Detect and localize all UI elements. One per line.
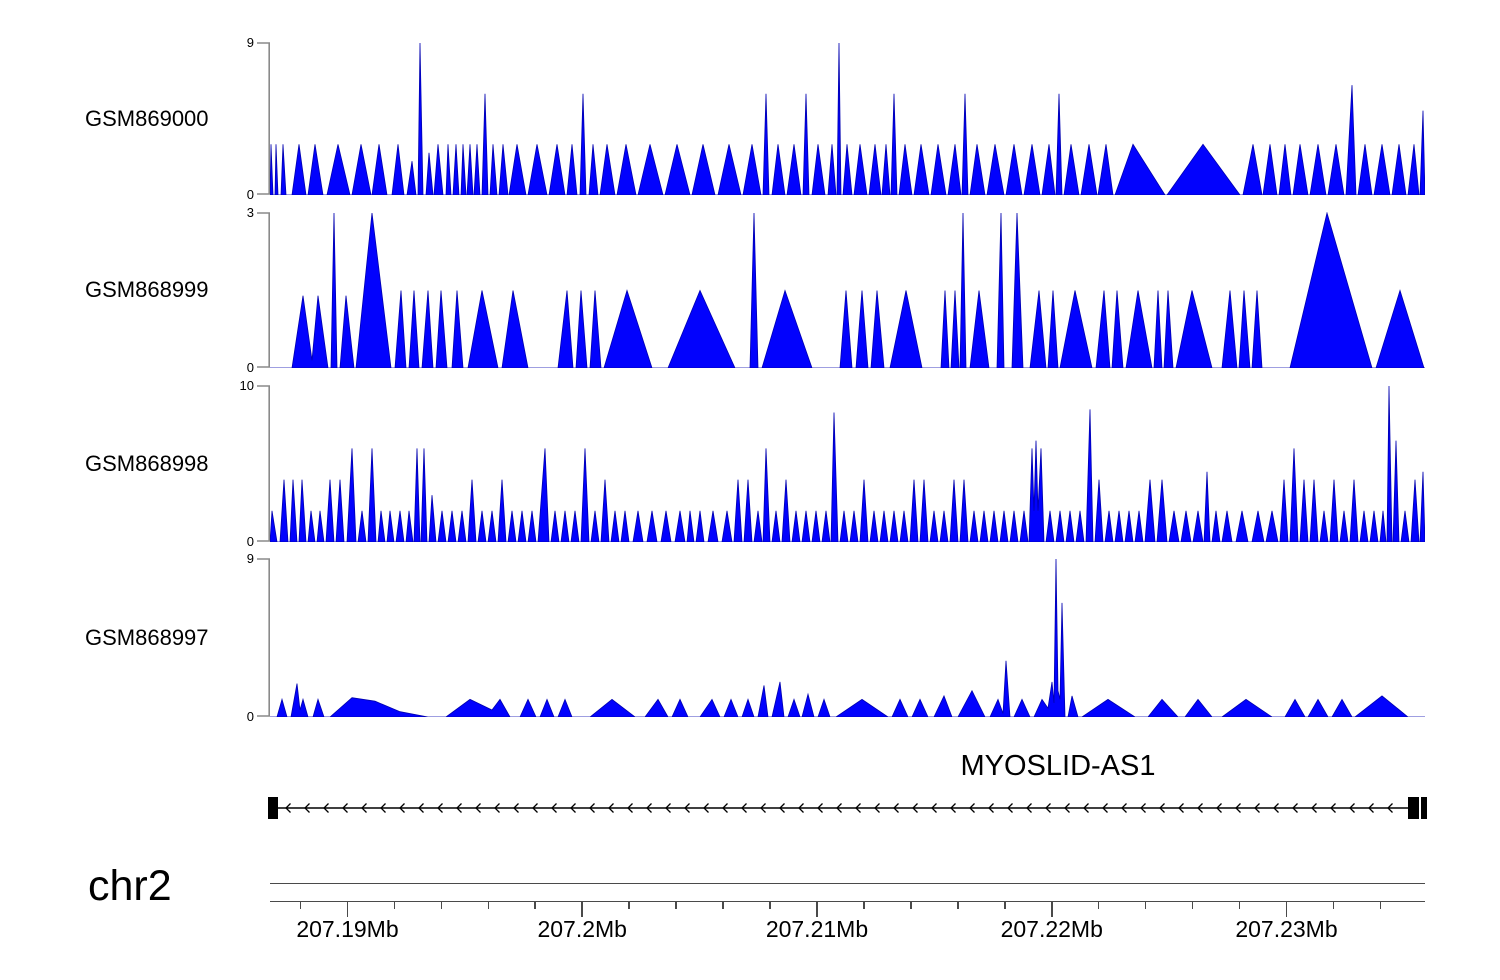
y-axis-bracket <box>257 385 270 542</box>
y-axis-bracket <box>257 212 270 368</box>
signal-area-plot <box>270 558 1425 717</box>
gene-name-label: MYOSLID-AS1 <box>960 750 1156 782</box>
axis-minor-tick <box>1144 901 1147 909</box>
chromosome-label: chr2 <box>88 862 172 910</box>
track-label: GSM868998 <box>85 450 209 476</box>
axis-tick-label: 207.22Mb <box>1000 916 1103 942</box>
axis-minor-tick <box>910 901 912 909</box>
data-track-gsm868997: GSM868997 9 0 <box>85 551 1425 724</box>
axis-minor-tick <box>487 901 490 909</box>
genome-axis-tick-line <box>270 901 1425 902</box>
axis-minor-tick <box>534 901 537 909</box>
signal-area-plot <box>270 385 1425 542</box>
axis-minor-tick <box>1097 901 1100 909</box>
signal-area-plot <box>270 212 1425 368</box>
axis-major-tick <box>1050 901 1053 917</box>
axis-minor-tick <box>393 901 396 909</box>
axis-minor-tick <box>1238 901 1241 909</box>
y-axis-bracket <box>257 558 270 717</box>
y-axis-max-label: 3 <box>246 205 254 220</box>
axis-minor-tick <box>1003 901 1006 909</box>
axis-tick-label: 207.21Mb <box>765 916 869 942</box>
axis-minor-tick <box>675 901 677 909</box>
y-axis-max-label: 9 <box>246 35 254 50</box>
track-label: GSM868999 <box>85 277 209 302</box>
axis-minor-tick <box>628 901 630 909</box>
y-axis-min-label: 0 <box>246 360 254 375</box>
axis-minor-tick <box>863 901 865 909</box>
gene-model-glyph <box>268 797 1427 819</box>
y-axis-min-label: 0 <box>246 709 254 724</box>
axis-minor-tick <box>1379 901 1382 909</box>
genome-axis-upper-line <box>270 883 1425 884</box>
track-label: GSM869000 <box>85 105 209 131</box>
axis-tick-label: 207.23Mb <box>1235 916 1338 942</box>
axis-minor-tick <box>299 901 302 909</box>
axis-minor-tick <box>957 901 959 909</box>
axis-minor-tick <box>769 901 771 909</box>
data-track-gsm868998: GSM868998 10 0 <box>85 378 1425 549</box>
y-axis-min-label: 0 <box>246 534 254 549</box>
axis-major-tick <box>1285 901 1288 917</box>
y-axis-bracket <box>257 42 270 195</box>
track-label: GSM868997 <box>85 624 209 650</box>
axis-minor-tick <box>722 901 724 909</box>
axis-tick-label: 207.19Mb <box>296 916 399 942</box>
axis-major-tick <box>346 901 349 917</box>
axis-major-tick <box>816 901 818 917</box>
data-track-gsm868999: GSM868999 3 0 <box>85 205 1425 375</box>
axis-major-tick <box>581 901 584 917</box>
signal-area-plot <box>270 42 1425 195</box>
data-track-gsm869000: GSM869000 9 0 <box>85 35 1425 202</box>
axis-tick-label: 207.2Mb <box>537 916 627 942</box>
y-axis-max-label: 9 <box>246 551 254 566</box>
axis-minor-tick <box>1332 901 1335 909</box>
axis-minor-tick <box>440 901 443 909</box>
y-axis-min-label: 0 <box>246 187 254 202</box>
axis-minor-tick <box>1191 901 1194 909</box>
y-axis-max-label: 10 <box>239 378 254 393</box>
